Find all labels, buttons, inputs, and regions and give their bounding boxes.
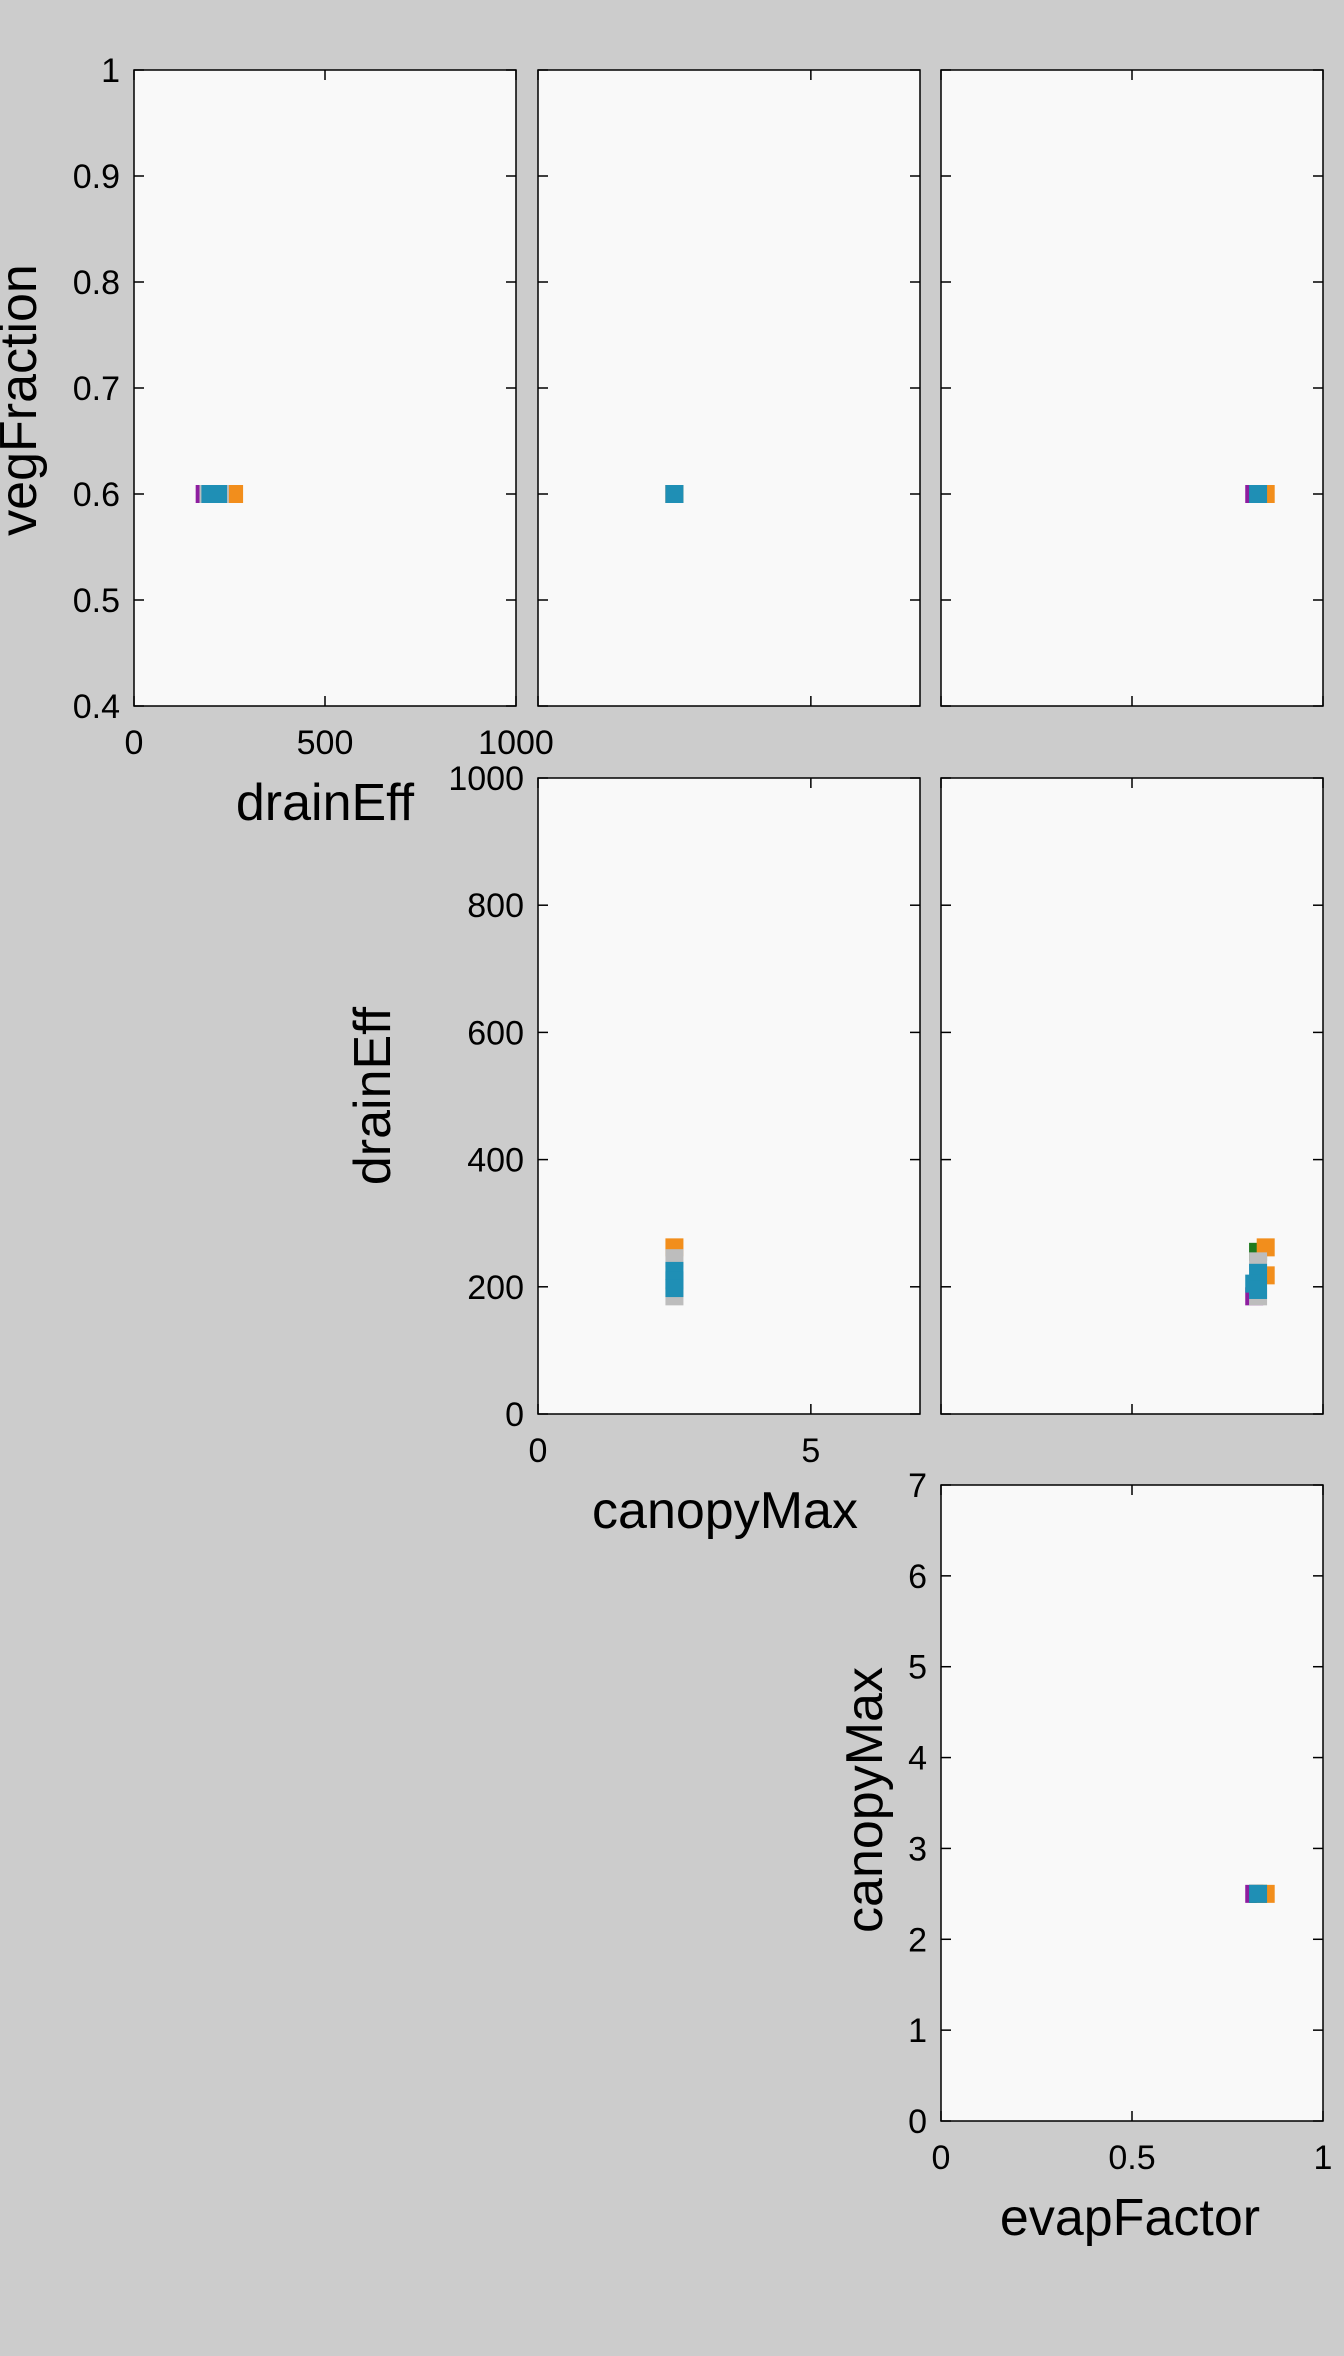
- data-point: [225, 485, 244, 503]
- y-tick-label: 0.8: [73, 264, 120, 302]
- panel-vegFraction-vs-drainEff: 0.4 0.5 0.6 0.7 0.8 0.9 1 0 500 1000 drainEff vegFr…: [0, 52, 554, 832]
- x-tick-label: 5: [801, 1432, 820, 1470]
- y-tick-label: 2: [908, 1921, 927, 1959]
- x-axis-label: evapFactor: [1000, 2189, 1260, 2247]
- panel-vegFraction-vs-evapFactor: [940, 69, 1324, 707]
- y-tick-label: 1: [101, 52, 120, 90]
- y-tick-label: 400: [467, 1142, 524, 1180]
- axes-frame: [940, 69, 1324, 707]
- panel-drainEff-vs-canopyMax: 0 200 400 600 800 1000 0 5 canopyMax drainEff: [344, 760, 921, 1540]
- axes-frame: [940, 777, 1324, 1415]
- y-tick-label: 0.9: [73, 158, 120, 196]
- y-tick-label: 0: [505, 1396, 524, 1434]
- x-tick-label: 0.5: [1108, 2139, 1155, 2177]
- data-point: [1256, 1238, 1275, 1257]
- y-tick-label: 0.4: [73, 688, 120, 726]
- y-tick-label: 5: [908, 1649, 927, 1687]
- y-tick-label: 6: [908, 1558, 927, 1596]
- plot-area: [941, 778, 1323, 1414]
- data-point: [1249, 485, 1268, 503]
- x-tick-label: 500: [297, 724, 354, 762]
- y-axis-label: vegFraction: [0, 264, 48, 536]
- axes-frame: [133, 69, 517, 707]
- x-tick-label: 0: [125, 724, 144, 762]
- y-tick-label: 0: [908, 2103, 927, 2141]
- x-tick-label: 1: [1314, 2139, 1333, 2177]
- x-axis-label: canopyMax: [592, 1482, 858, 1540]
- data-point: [1249, 1884, 1268, 1903]
- y-axis-label: canopyMax: [836, 1667, 894, 1933]
- y-tick-label: 3: [908, 1830, 927, 1868]
- y-tick-label: 7: [908, 1467, 927, 1505]
- y-tick-label: 0.7: [73, 370, 120, 408]
- y-tick-label: 1000: [448, 760, 524, 798]
- panel-vegFraction-vs-canopyMax: [537, 69, 921, 707]
- plot-area: [941, 70, 1323, 706]
- plot-area: [538, 778, 920, 1414]
- panel-canopyMax-vs-evapFactor: 0 1 2 3 4 5 6 7 0 0.5 1 evapFactor canopyMax: [836, 1467, 1332, 2247]
- x-tick-label: 1000: [478, 724, 554, 762]
- x-tick-label: 0: [932, 2139, 951, 2177]
- x-tick-label: 0: [529, 1432, 548, 1470]
- panel-drainEff-vs-evapFactor: [940, 777, 1324, 1415]
- data-point: [665, 485, 684, 503]
- plot-area: [134, 70, 516, 706]
- axes-frame: [537, 69, 921, 707]
- y-tick-label: 1: [908, 2012, 927, 2050]
- axes-frame: [537, 777, 921, 1415]
- y-tick-label: 0.5: [73, 582, 120, 620]
- y-axis-label: drainEff: [344, 1006, 402, 1185]
- y-tick-label: 4: [908, 1740, 927, 1778]
- y-tick-label: 200: [467, 1269, 524, 1307]
- data-point: [1249, 1280, 1268, 1299]
- axes-frame: [940, 1484, 1324, 2122]
- data-point: [665, 1279, 684, 1298]
- x-axis-label: drainEff: [236, 774, 415, 832]
- data-point: [209, 485, 228, 503]
- y-tick-label: 600: [467, 1014, 524, 1052]
- y-tick-label: 800: [467, 887, 524, 925]
- plot-area: [941, 1485, 1323, 2121]
- plot-area: [538, 70, 920, 706]
- y-tick-label: 0.6: [73, 476, 120, 514]
